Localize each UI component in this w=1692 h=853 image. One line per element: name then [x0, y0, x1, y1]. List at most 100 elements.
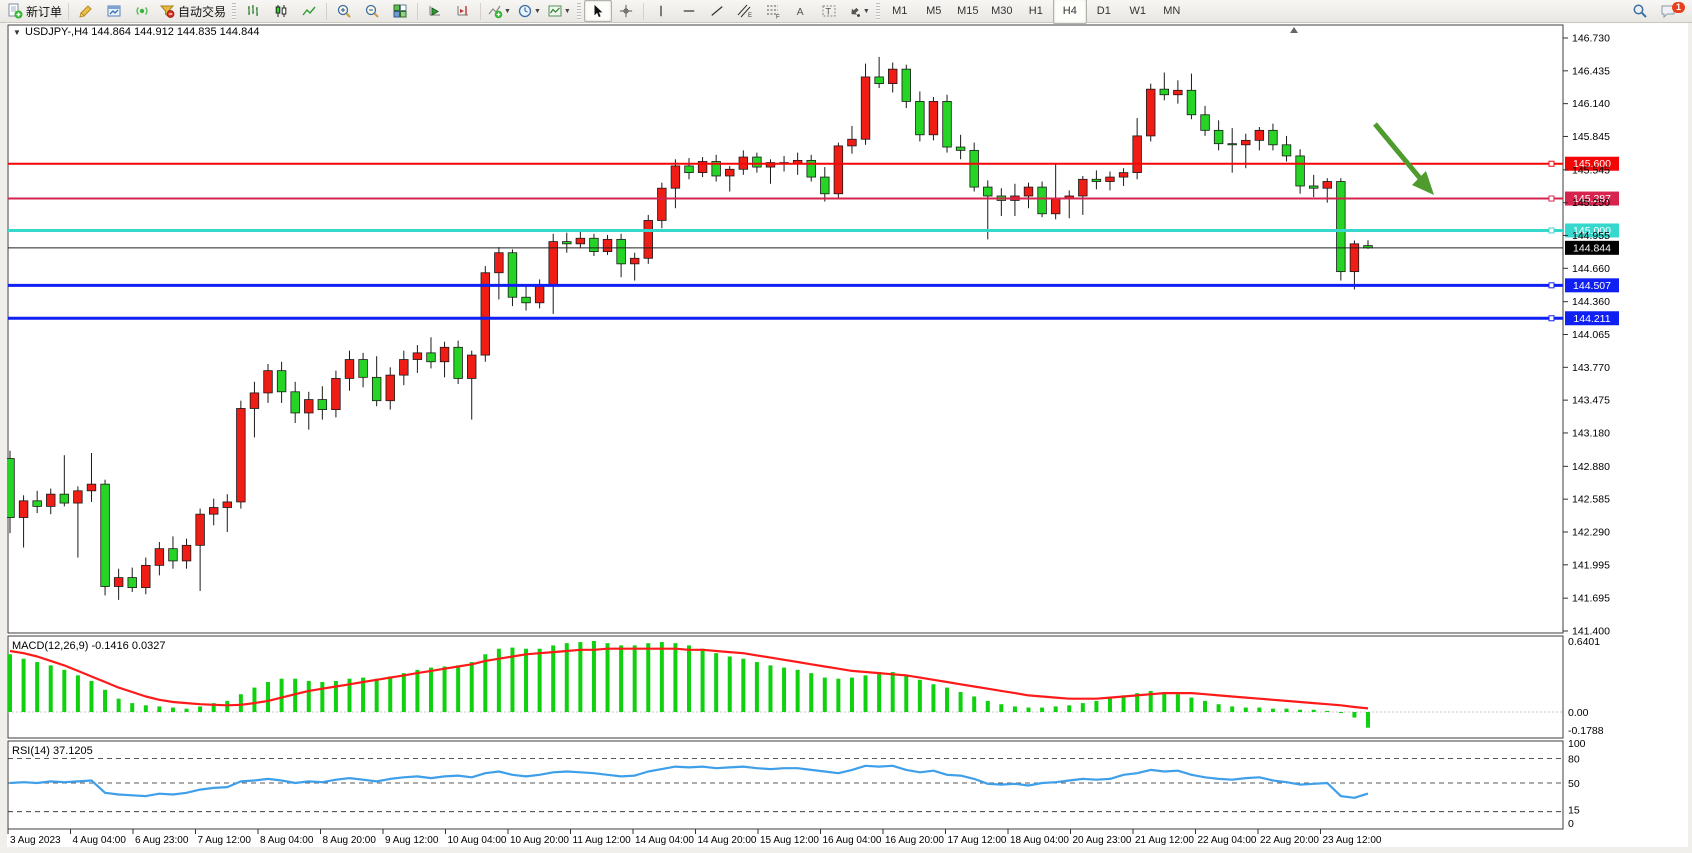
line-handle[interactable]: [1548, 160, 1555, 167]
timeframe-M5[interactable]: M5: [926, 5, 942, 17]
svg-text:MACD(12,26,9) -0.1416 0.0327: MACD(12,26,9) -0.1416 0.0327: [12, 640, 165, 652]
macd-bar: [782, 667, 787, 712]
text-tool-button[interactable]: A: [787, 0, 815, 22]
candlestick-type-button[interactable]: [267, 0, 295, 22]
price-line-144.211[interactable]: 144.211: [8, 311, 1619, 326]
candle: [521, 296, 531, 304]
styler-button[interactable]: [72, 0, 100, 22]
timeframe-M1[interactable]: M1: [892, 5, 908, 17]
macd-bar: [646, 643, 651, 712]
chart-shift-button[interactable]: [449, 0, 477, 22]
timeframe-D1[interactable]: D1: [1096, 5, 1111, 17]
macd-bar: [605, 643, 610, 712]
tile-windows-button[interactable]: [386, 0, 414, 22]
signal-button[interactable]: [128, 0, 156, 22]
svg-text:USDJPY-,H4 144.864 144.912 14: USDJPY-,H4 144.864 144.912 144.835 144.8…: [25, 26, 259, 38]
new-order-button[interactable]: 新订单: [4, 0, 65, 22]
svg-text:144.955: 144.955: [1572, 230, 1610, 242]
fibonacci-tool-button[interactable]: F: [759, 0, 787, 22]
macd-bar: [89, 680, 94, 712]
macd-bar: [727, 656, 732, 712]
bar-chart-type-button[interactable]: [239, 0, 267, 22]
chart-shift-marker[interactable]: [1290, 27, 1298, 33]
macd-bar: [985, 700, 990, 712]
timeframe-H1[interactable]: H1: [1028, 5, 1043, 17]
crosshair-tool-button[interactable]: [612, 0, 640, 22]
macd-signal-line: [9, 647, 1369, 710]
line-chart-type-button[interactable]: [295, 0, 323, 22]
price-line-145.000[interactable]: 145.000: [8, 223, 1619, 238]
macd-bar: [1243, 707, 1248, 712]
timeframe-M15[interactable]: M15: [957, 5, 979, 17]
candle: [358, 359, 368, 378]
auto-scroll-button[interactable]: [421, 0, 449, 22]
macd-bar: [143, 705, 148, 712]
svg-text:0.6401: 0.6401: [1568, 636, 1600, 648]
time-axis: 3 Aug 2023 4 Aug 04:00 6 Aug 23:00 7 Aug 12…: [7, 829, 1382, 846]
horizontal-line-tool-button[interactable]: [675, 0, 703, 22]
periods-button[interactable]: ▼: [514, 0, 544, 22]
trendline-tool-button[interactable]: [703, 0, 731, 22]
search-button[interactable]: [1626, 0, 1654, 22]
macd-panel: MACD(12,26,9) -0.1416 0.0327 0.6401 0.00 -0…: [8, 636, 1604, 737]
svg-text:3 Aug 2023: 3 Aug 2023: [10, 835, 61, 846]
zoom-in-button[interactable]: [330, 0, 358, 22]
line-handle[interactable]: [1548, 227, 1555, 234]
line-handle[interactable]: [1548, 315, 1555, 322]
bar-chart-icon: [248, 5, 259, 16]
arrows-tool-button[interactable]: ▼: [843, 0, 873, 22]
timeframe-MN[interactable]: MN: [1163, 5, 1181, 17]
line-handle[interactable]: [1548, 282, 1555, 289]
price-line-145.287[interactable]: 145.287: [8, 191, 1619, 206]
candle: [467, 354, 477, 379]
macd-bar: [157, 706, 162, 712]
macd-bar: [904, 675, 909, 712]
vertical-line-tool-button[interactable]: [647, 0, 675, 22]
channel-tool-button[interactable]: E: [731, 0, 759, 22]
price-line-144.507[interactable]: 144.507: [8, 278, 1619, 293]
charts-window-button[interactable]: [100, 0, 128, 22]
horizontal-price-lines: 145.600 145.287 145.000 144.507 144.211: [8, 156, 1619, 326]
macd-bar: [1352, 712, 1357, 718]
templates-button[interactable]: ▼: [544, 0, 574, 22]
timeframe-H4[interactable]: H4: [1052, 0, 1087, 24]
line-handle[interactable]: [1548, 195, 1555, 202]
notification-badge: 1: [1671, 2, 1685, 13]
price-line-145.600[interactable]: 145.600: [8, 156, 1619, 171]
rsi-line: [9, 764, 1369, 799]
candle: [1322, 181, 1332, 189]
svg-text:7 Aug 12:00: 7 Aug 12:00: [198, 835, 252, 846]
zoom-out-button[interactable]: [358, 0, 386, 22]
cursor-tool-button[interactable]: [583, 0, 612, 22]
candle: [847, 138, 857, 147]
price-line-badge: [1565, 156, 1619, 171]
line-chart-icon: [302, 6, 316, 16]
notifications-button[interactable]: 1: [1654, 0, 1685, 22]
svg-text:141.400: 141.400: [1572, 626, 1610, 638]
svg-text:18 Aug 04:00: 18 Aug 04:00: [1010, 835, 1069, 846]
svg-text:143.475: 143.475: [1572, 395, 1610, 407]
horizontal-line-icon: [683, 10, 695, 12]
macd-bar: [1135, 693, 1140, 712]
svg-text:A: A: [796, 6, 803, 18]
macd-bar: [863, 675, 868, 712]
price-line-badge: [1565, 223, 1619, 238]
timeframe-M30[interactable]: M30: [991, 5, 1013, 17]
auto-trading-button[interactable]: 自动交易: [156, 0, 229, 22]
candle: [1078, 178, 1088, 197]
candle: [888, 68, 898, 85]
indicators-button[interactable]: ▼: [484, 0, 514, 22]
candle: [765, 162, 776, 168]
candle: [657, 187, 667, 221]
window-right-edge: [1688, 23, 1692, 853]
candle: [1295, 155, 1305, 187]
candle: [317, 399, 328, 410]
timeframe-W1[interactable]: W1: [1129, 5, 1147, 17]
macd-bar: [1216, 704, 1221, 712]
svg-text:100: 100: [1568, 738, 1586, 750]
trend-arrow-annotation[interactable]: [1373, 122, 1434, 195]
macd-bar: [754, 662, 759, 712]
candle: [195, 513, 205, 546]
macd-bar: [184, 708, 189, 712]
text-label-tool-button[interactable]: T: [815, 0, 843, 22]
